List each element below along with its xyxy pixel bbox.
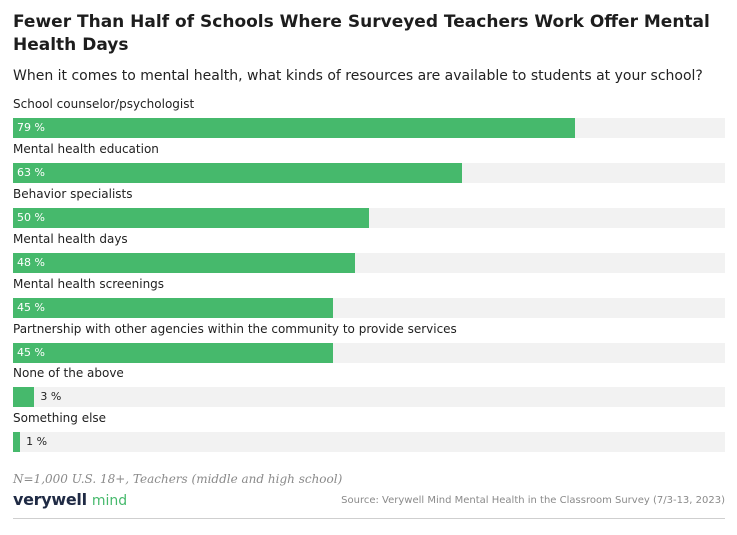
logo-word-mind: mind	[91, 493, 128, 509]
category-label: Mental health screenings	[13, 276, 165, 291]
value-label: 63 %	[17, 165, 45, 179]
bar-track: 63 %	[13, 162, 725, 183]
bar-track: 1 %	[13, 432, 725, 453]
bar-track: 79 %	[13, 118, 725, 138]
category-label: Partnership with other agencies within t…	[13, 321, 457, 336]
sample-note: N=1,000 U.S. 18+, Teachers (middle and h…	[13, 472, 343, 486]
bar-track: 45 %	[13, 297, 725, 318]
chart-subtitle: When it comes to mental health, what kin…	[13, 68, 703, 84]
value-label: 79 %	[17, 121, 45, 134]
verywell-mind-logo: verywell mind	[13, 490, 127, 511]
value-label: 3 %	[40, 390, 62, 404]
bar	[13, 297, 334, 318]
chart-title: Fewer Than Half of Schools Where Surveye…	[13, 12, 710, 55]
value-label: 45 %	[17, 345, 45, 359]
footer-divider	[13, 518, 725, 519]
category-label: Behavior specialists	[13, 186, 133, 201]
category-label: Mental health education	[13, 141, 159, 156]
value-label: 45 %	[17, 300, 45, 314]
source-credit: Source: Verywell Mind Mental Health in t…	[341, 495, 725, 506]
bar-track: 48 %	[13, 252, 725, 273]
bar	[13, 342, 334, 363]
bar	[13, 432, 21, 453]
bar	[13, 118, 576, 138]
bar-track: 45 %	[13, 342, 725, 363]
category-label: Mental health days	[13, 231, 128, 246]
bar	[13, 207, 369, 228]
category-label: None of the above	[13, 366, 124, 381]
bar	[13, 387, 35, 408]
value-label: 48 %	[17, 255, 45, 269]
bar-track: 50 %	[13, 207, 725, 228]
bar	[13, 162, 462, 183]
category-label: School counselor/psychologist	[13, 97, 195, 111]
logo-word-verywell: verywell	[13, 490, 87, 509]
category-label: Something else	[13, 411, 107, 426]
bar	[13, 252, 355, 273]
value-label: 50 %	[17, 210, 45, 224]
value-label: 1 %	[26, 435, 48, 449]
bar-track: 3 %	[13, 387, 725, 408]
